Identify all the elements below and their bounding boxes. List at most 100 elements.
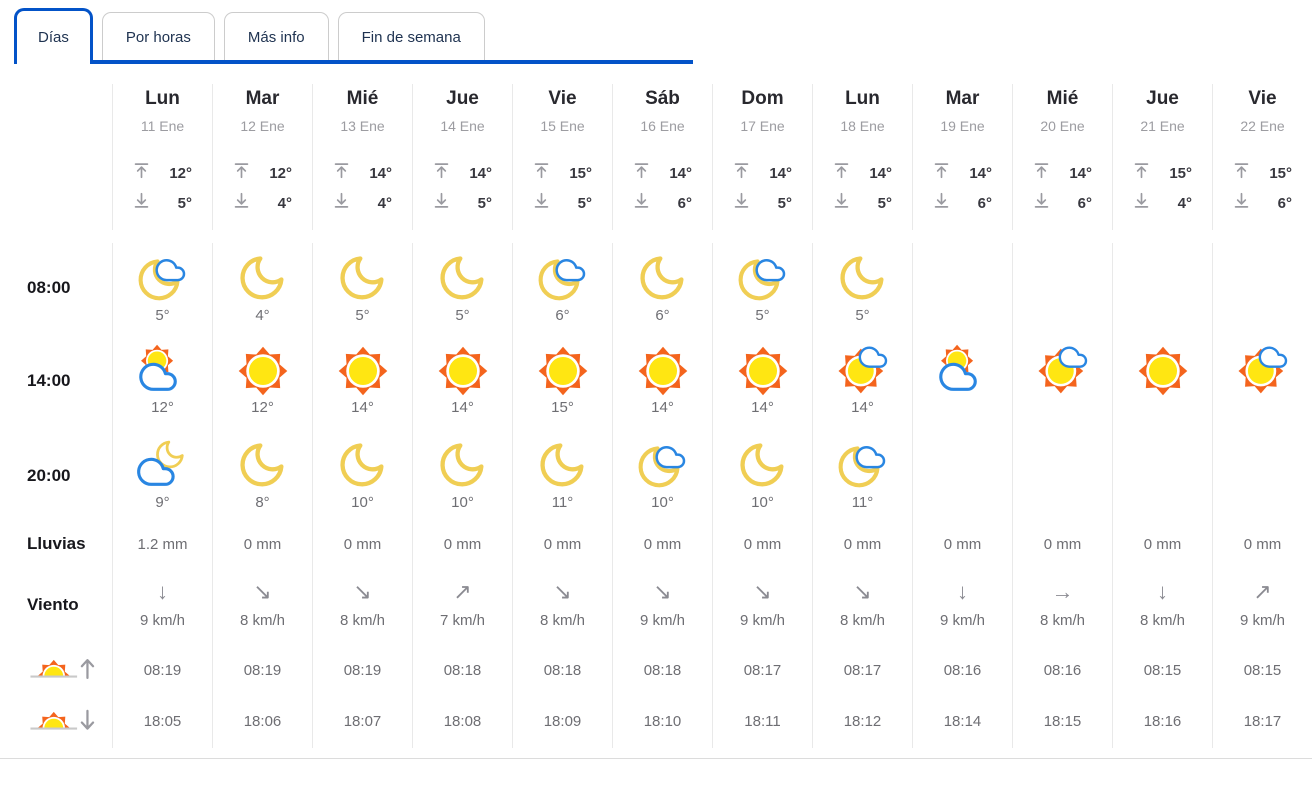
max-temp-row: 14°: [833, 162, 892, 184]
weather-cell: 4°: [212, 243, 312, 333]
day-column[interactable]: Jue 21 Ene 15° 4°: [1112, 84, 1212, 230]
day-column[interactable]: Vie 15 Ene 15° 5°: [512, 84, 612, 230]
weather-cell: 18:10: [612, 695, 712, 748]
day-date: 17 Ene: [740, 118, 785, 134]
weather-cell: 0 mm: [412, 523, 512, 565]
tab-por-horas[interactable]: Por horas: [101, 12, 215, 60]
day-column[interactable]: Mié 20 Ene 14° 6°: [1012, 84, 1112, 230]
day-name: Vie: [548, 88, 577, 109]
weather-cell: 0 mm: [612, 523, 712, 565]
weather-cell: 11°: [812, 428, 912, 523]
moon-icon: [336, 439, 390, 493]
wind-direction-icon: ↘: [253, 579, 272, 604]
day-column[interactable]: Mié 13 Ene 14° 4°: [312, 84, 412, 230]
weather-cell: 08:19: [112, 645, 212, 695]
min-temp: 5°: [777, 194, 792, 212]
sun-cloud-icon: [1236, 344, 1290, 398]
tab-bar: Días Por horas Más info Fin de semana: [14, 8, 693, 64]
weather-cell: [912, 333, 1012, 428]
day-column[interactable]: Lun 11 Ene 12° 5°: [112, 84, 212, 230]
weather-cell: 0 mm: [212, 523, 312, 565]
sunset-time: 18:09: [543, 713, 582, 730]
day-name: Mar: [945, 88, 980, 109]
day-column[interactable]: Mar 19 Ene 14° 6°: [912, 84, 1012, 230]
sunset-time: 18:17: [1243, 713, 1282, 730]
weather-cell: ↓ 9 km/h: [912, 565, 1012, 645]
moon-icon: [236, 439, 290, 493]
sunset-time: 18:16: [1143, 713, 1182, 730]
day-date: 13 Ene: [340, 118, 385, 134]
day-date: 20 Ene: [1040, 118, 1085, 134]
day-column[interactable]: Mar 12 Ene 12° 4°: [212, 84, 312, 230]
day-column[interactable]: Vie 22 Ene 15° 6°: [1212, 84, 1312, 230]
cell-temp: 14°: [851, 399, 874, 416]
weather-cell: 5°: [812, 243, 912, 333]
wind-direction-icon: ↓: [157, 579, 168, 604]
time-label: 14:00: [27, 370, 71, 390]
day-date: 22 Ene: [1240, 118, 1285, 134]
weather-cell: 0 mm: [1012, 523, 1112, 565]
day-date: 11 Ene: [140, 118, 185, 134]
sunrise-time: 08:17: [843, 661, 882, 679]
min-temp-row: 6°: [633, 192, 692, 214]
weather-cell: 9°: [112, 428, 212, 523]
sunrise-time: 08:15: [1243, 661, 1282, 679]
moon-icon: [836, 252, 890, 306]
day-date: 16 Ene: [640, 118, 685, 134]
rain-value: 0 mm: [843, 535, 882, 553]
weather-cell: 08:16: [912, 645, 1012, 695]
max-temp: 14°: [969, 164, 992, 182]
weather-cell: 10°: [612, 428, 712, 523]
max-temp: 14°: [869, 164, 892, 182]
day-name: Lun: [145, 88, 180, 109]
weather-cell: 6°: [612, 243, 712, 333]
day-column[interactable]: Jue 14 Ene 14° 5°: [412, 84, 512, 230]
cell-temp: 10°: [351, 494, 374, 511]
min-temp: 5°: [477, 194, 492, 212]
min-temp-icon: [433, 192, 450, 214]
max-temp: 14°: [1069, 164, 1092, 182]
sunset-time: 18:15: [1043, 713, 1082, 730]
day-column[interactable]: Sáb 16 Ene 14° 6°: [612, 84, 712, 230]
sun-behind-cloud-icon: [936, 344, 990, 398]
weather-cell: 18:14: [912, 695, 1012, 748]
min-temp: 6°: [1277, 194, 1292, 212]
tab-mas-info[interactable]: Más info: [223, 12, 329, 60]
weather-cell: 14°: [612, 333, 712, 428]
day-column[interactable]: Dom 17 Ene 14° 5°: [712, 84, 812, 230]
weather-cell: 18:05: [112, 695, 212, 748]
max-temp-row: 14°: [1033, 162, 1092, 184]
weather-cell: 5°: [312, 243, 412, 333]
day-date: 14 Ene: [440, 118, 485, 134]
wind-direction-icon: ↘: [753, 579, 772, 604]
tab-dias[interactable]: Días: [14, 8, 93, 64]
weather-cell: ↓ 8 km/h: [1112, 565, 1212, 645]
cell-temp: 14°: [651, 399, 674, 416]
weather-cell: 0 mm: [312, 523, 412, 565]
day-date: 18 Ene: [840, 118, 885, 134]
moon-cloud-icon: [736, 252, 790, 306]
min-temp: 5°: [877, 194, 892, 212]
min-temp-row: 5°: [133, 192, 192, 214]
rain-value: 0 mm: [343, 535, 382, 553]
cell-temp: 14°: [451, 399, 474, 416]
row-label-wind: Viento: [0, 565, 112, 645]
max-temp: 12°: [269, 164, 292, 182]
wind-direction-icon: ↗: [1253, 579, 1272, 604]
weather-cell: 1.2 mm: [112, 523, 212, 565]
tab-fin-de-semana[interactable]: Fin de semana: [337, 12, 485, 60]
day-name: Mié: [346, 88, 379, 109]
weather-cell: 18:06: [212, 695, 312, 748]
moon-icon: [736, 439, 790, 493]
sun-icon: [336, 344, 390, 398]
max-temp: 14°: [669, 164, 692, 182]
weather-cell: ↗ 9 km/h: [1212, 565, 1312, 645]
weather-cell: ↘ 8 km/h: [212, 565, 312, 645]
row-label-rain: Lluvias: [0, 523, 112, 565]
weather-cell: [1012, 428, 1112, 523]
cell-temp: 5°: [855, 306, 870, 324]
weather-cell: 12°: [112, 333, 212, 428]
moon-icon: [236, 252, 290, 306]
weather-cell: ↘ 9 km/h: [612, 565, 712, 645]
day-column[interactable]: Lun 18 Ene 14° 5°: [812, 84, 912, 230]
